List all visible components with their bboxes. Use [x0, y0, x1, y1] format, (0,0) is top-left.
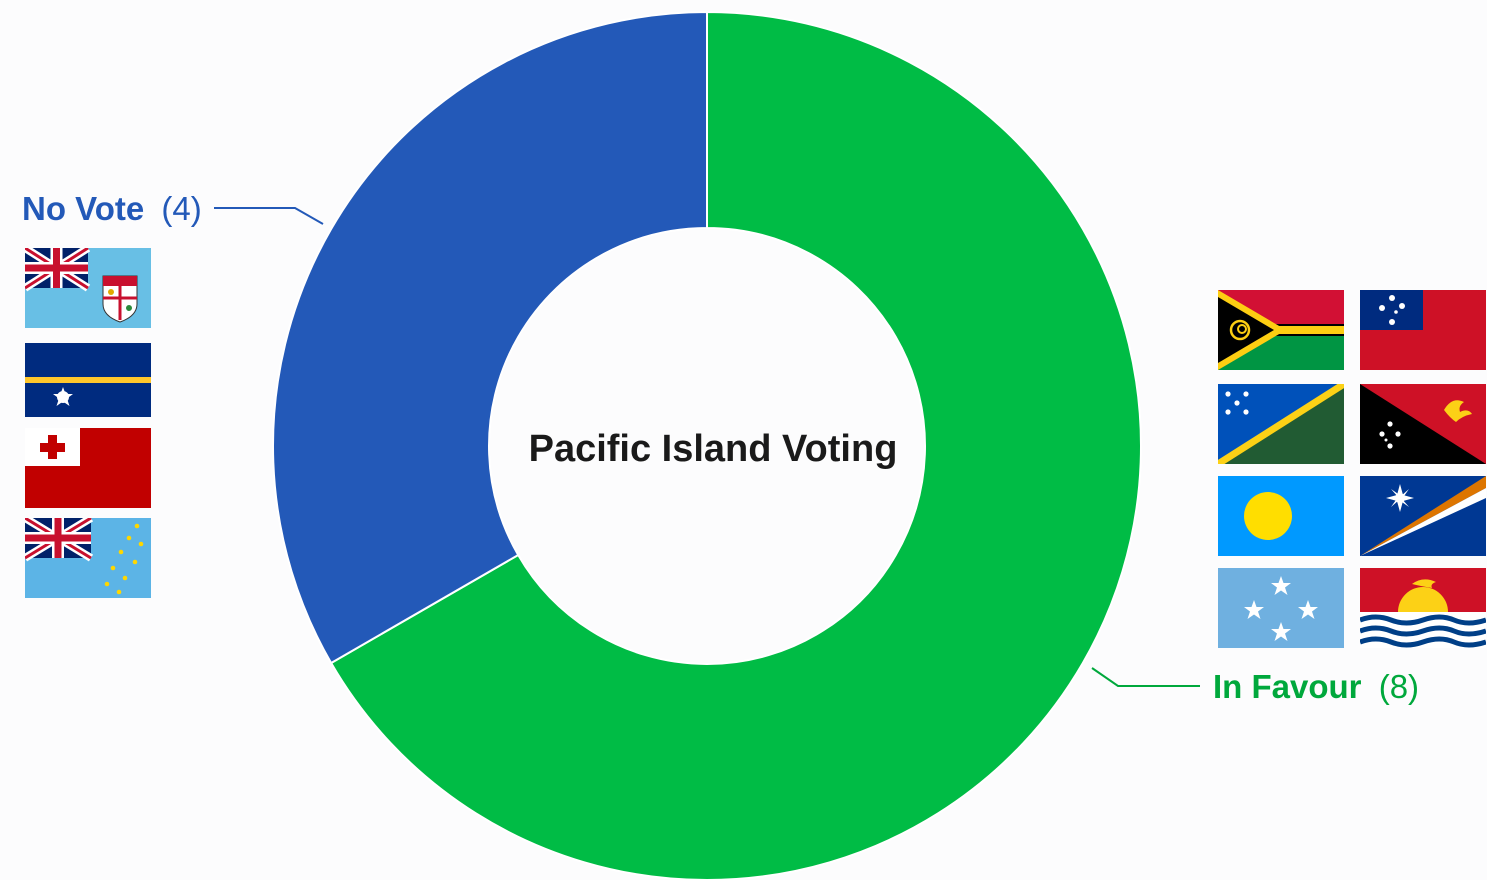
- kiribati-flag-icon: [1360, 568, 1486, 648]
- no-vote-count: (4): [161, 190, 201, 227]
- fiji-flag-icon: [25, 248, 151, 328]
- tonga-flag-icon: [25, 428, 151, 508]
- tuvalu-flag-icon: [25, 518, 151, 598]
- in-favour-legend-label: In Favour (8): [1213, 668, 1419, 705]
- no-vote-label: No Vote: [22, 190, 144, 227]
- no-vote-legend-label: No Vote (4): [22, 190, 202, 227]
- marshall-islands-flag-icon: [1360, 476, 1486, 556]
- in-favour-count: (8): [1379, 668, 1419, 705]
- in-favour-leader-line: [1091, 667, 1200, 687]
- palau-flag-icon: [1218, 476, 1344, 556]
- solomon-islands-flag-icon: [1218, 384, 1344, 464]
- chart-title: Pacific Island Voting: [529, 428, 898, 470]
- papua-new-guinea-flag-icon: [1360, 384, 1486, 464]
- nauru-flag-icon: [25, 340, 151, 420]
- samoa-flag-icon: [1360, 290, 1486, 370]
- slice-no-vote: [272, 10, 708, 665]
- micronesia-flag-icon: [1218, 568, 1344, 648]
- no-vote-leader-line: [214, 207, 324, 225]
- slice-in-favour: [329, 10, 1142, 880]
- donut-slices: [272, 10, 1142, 880]
- in-favour-label: In Favour: [1213, 668, 1362, 705]
- vanuatu-flag-icon: [1218, 290, 1344, 370]
